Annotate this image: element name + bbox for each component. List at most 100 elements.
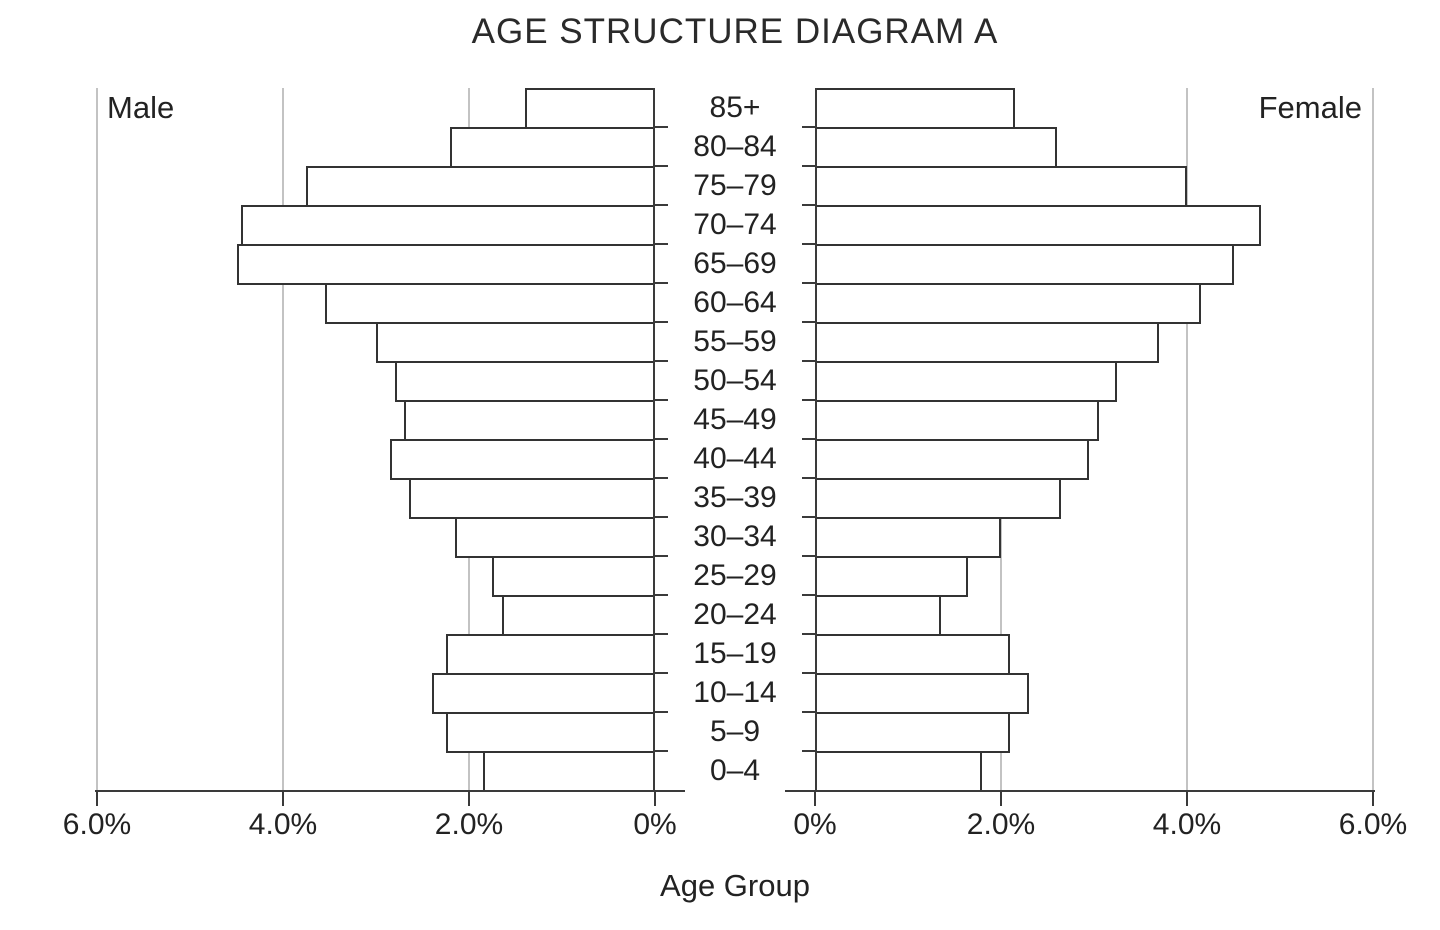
bar-female-15–19 <box>815 634 1011 675</box>
tick-male-axis-9 <box>655 438 668 440</box>
tick-male-axis-1 <box>655 126 668 128</box>
tick-male-axis-17 <box>655 750 668 752</box>
bar-male-35–39 <box>408 478 655 519</box>
bar-female-45–49 <box>815 400 1099 441</box>
tick-female-axis-12 <box>802 555 815 557</box>
bar-male-20–24 <box>501 595 655 636</box>
bar-female-10–14 <box>815 673 1029 714</box>
x-tick-female-6.0% <box>1372 790 1374 806</box>
bar-female-25–29 <box>815 556 969 597</box>
bar-female-5–9 <box>815 712 1011 753</box>
bar-female-55–59 <box>815 322 1160 363</box>
tick-female-axis-11 <box>802 516 815 518</box>
tick-female-axis-7 <box>802 360 815 362</box>
bar-male-10–14 <box>431 673 655 714</box>
age-group-label-25–29: 25–29 <box>693 559 777 592</box>
bar-male-70–74 <box>241 205 655 246</box>
bar-male-30–34 <box>455 517 655 558</box>
tick-female-axis-16 <box>802 711 815 713</box>
bar-female-20–24 <box>815 595 941 636</box>
age-group-label-5–9: 5–9 <box>709 715 761 748</box>
tick-female-axis-10 <box>802 477 815 479</box>
bar-male-80–84 <box>450 127 655 168</box>
female-zero-axis <box>815 88 817 792</box>
bar-female-30–34 <box>815 517 1001 558</box>
x-axis-line-male <box>95 790 685 792</box>
gridline-female-6pct <box>1372 88 1374 790</box>
bar-female-0–4 <box>815 751 983 792</box>
bar-male-65–69 <box>236 244 655 285</box>
tick-female-axis-9 <box>802 438 815 440</box>
bar-female-35–39 <box>815 478 1062 519</box>
bar-male-60–64 <box>324 283 655 324</box>
bar-female-50–54 <box>815 361 1118 402</box>
tick-female-axis-8 <box>802 399 815 401</box>
tick-female-axis-6 <box>802 321 815 323</box>
x-tick-male-6.0% <box>96 790 98 806</box>
age-group-label-70–74: 70–74 <box>693 208 777 241</box>
tick-female-axis-13 <box>802 594 815 596</box>
age-group-label-75–79: 75–79 <box>693 169 777 202</box>
age-group-label-0–4: 0–4 <box>709 754 761 787</box>
bar-female-80–84 <box>815 127 1057 168</box>
gridline-male-6pct <box>96 88 98 790</box>
x-tick-label-female-3: 6.0% <box>1338 808 1408 841</box>
x-tick-label-female-0: 0% <box>793 808 837 841</box>
x-tick-female-0% <box>814 790 816 806</box>
x-axis-title: Age Group <box>660 868 810 903</box>
age-group-label-15–19: 15–19 <box>693 637 777 670</box>
chart-title: AGE STRUCTURE DIAGRAM A <box>471 12 999 51</box>
tick-male-axis-2 <box>655 165 668 167</box>
x-axis-line-female <box>785 790 1375 792</box>
tick-female-axis-4 <box>802 243 815 245</box>
tick-male-axis-10 <box>655 477 668 479</box>
x-tick-label-male-2: 2.0% <box>434 808 504 841</box>
age-group-label-55–59: 55–59 <box>693 325 777 358</box>
bar-male-75–79 <box>306 166 655 207</box>
age-group-label-10–14: 10–14 <box>693 676 777 709</box>
tick-male-axis-13 <box>655 594 668 596</box>
x-tick-male-0% <box>654 790 656 806</box>
male-zero-axis <box>653 88 655 792</box>
tick-female-axis-5 <box>802 282 815 284</box>
age-group-label-65–69: 65–69 <box>693 247 777 280</box>
male-series-label: Male <box>107 90 175 125</box>
gridline-female-4pct <box>1186 88 1188 790</box>
age-group-label-30–34: 30–34 <box>693 520 777 553</box>
age-group-label-80–84: 80–84 <box>693 130 777 163</box>
tick-female-axis-2 <box>802 165 815 167</box>
tick-female-axis-15 <box>802 672 815 674</box>
x-tick-male-4.0% <box>282 790 284 806</box>
tick-male-axis-12 <box>655 555 668 557</box>
bar-female-60–64 <box>815 283 1201 324</box>
tick-male-axis-14 <box>655 633 668 635</box>
x-tick-label-male-3: 0% <box>633 808 677 841</box>
tick-male-axis-16 <box>655 711 668 713</box>
x-tick-female-2.0% <box>1000 790 1002 806</box>
tick-male-axis-8 <box>655 399 668 401</box>
bar-female-75–79 <box>815 166 1187 207</box>
x-tick-label-male-0: 6.0% <box>62 808 132 841</box>
bar-male-0–4 <box>482 751 655 792</box>
tick-male-axis-3 <box>655 204 668 206</box>
age-group-label-20–24: 20–24 <box>693 598 777 631</box>
tick-male-axis-15 <box>655 672 668 674</box>
bar-female-70–74 <box>815 205 1262 246</box>
age-group-label-85+: 85+ <box>709 91 761 124</box>
bar-female-65–69 <box>815 244 1234 285</box>
age-group-label-60–64: 60–64 <box>693 286 777 319</box>
tick-female-axis-1 <box>802 126 815 128</box>
tick-male-axis-11 <box>655 516 668 518</box>
age-group-label-35–39: 35–39 <box>693 481 777 514</box>
female-series-label: Female <box>1258 90 1362 125</box>
bar-female-85+ <box>815 88 1015 129</box>
tick-female-axis-3 <box>802 204 815 206</box>
bar-male-5–9 <box>445 712 655 753</box>
tick-female-axis-14 <box>802 633 815 635</box>
bar-male-25–29 <box>492 556 655 597</box>
x-tick-label-female-1: 2.0% <box>966 808 1036 841</box>
bar-male-50–54 <box>394 361 655 402</box>
tick-male-axis-4 <box>655 243 668 245</box>
bar-male-85+ <box>524 88 655 129</box>
